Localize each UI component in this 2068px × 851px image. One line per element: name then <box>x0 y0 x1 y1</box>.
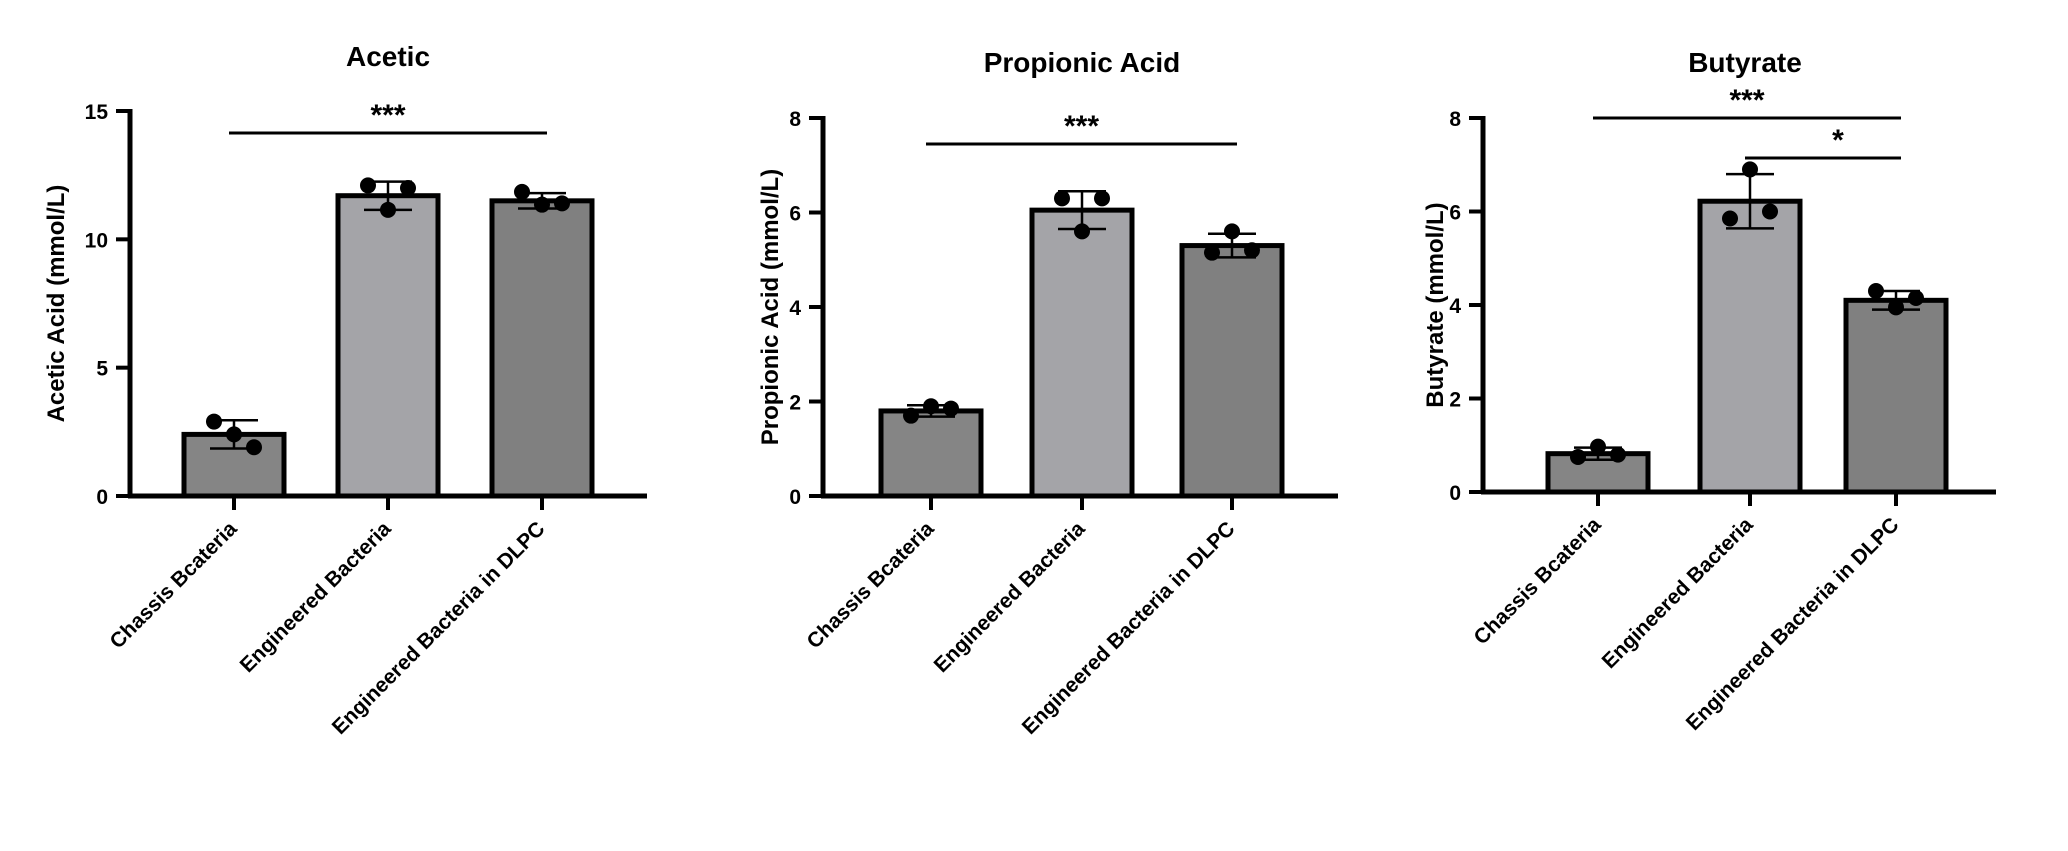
chart-title: Butyrate <box>1688 47 1802 78</box>
data-point <box>1204 244 1220 261</box>
data-point <box>1244 242 1260 259</box>
y-tick-label: 2 <box>789 392 801 415</box>
data-point <box>1868 282 1884 299</box>
x-tick-label: Chassis Bcateria <box>1470 513 1606 649</box>
data-point <box>1908 289 1924 306</box>
y-tick-label: 5 <box>96 358 108 381</box>
bar <box>1179 243 1285 499</box>
data-point <box>1094 190 1110 207</box>
data-point <box>923 398 939 415</box>
chart-panel: Acetic Acetic Acid (mmol/L) 0 5 10 15 Chassis … <box>43 41 647 739</box>
data-point <box>360 177 376 194</box>
x-tick-label: Chassis Bcateria <box>106 517 242 653</box>
y-tick-label: 8 <box>1449 108 1461 131</box>
data-point <box>1590 438 1606 455</box>
data-point <box>1762 203 1778 220</box>
data-point <box>1570 448 1586 465</box>
significance-label: *** <box>370 99 405 132</box>
y-tick-label: 2 <box>1449 389 1461 412</box>
bar <box>1029 207 1135 499</box>
x-tick-label: Engineered Bacteria <box>236 517 396 677</box>
chart-panel: Butyrate Butyrate (mmol/L) 0 2 4 6 8 Chassis Bc… <box>1422 47 1996 735</box>
data-point <box>1742 161 1758 178</box>
y-tick-label: 8 <box>789 108 801 131</box>
y-tick-label: 0 <box>96 486 108 509</box>
significance-label: *** <box>1729 84 1764 117</box>
data-point <box>1224 223 1240 240</box>
bar <box>1697 198 1803 495</box>
y-axis-label: Butyrate (mmol/L) <box>1422 202 1449 407</box>
data-point <box>1888 299 1904 316</box>
data-point <box>514 183 530 200</box>
chart-title: Propionic Acid <box>984 47 1181 78</box>
x-tick-label: Chassis Bcateria <box>803 517 939 653</box>
data-point <box>903 407 919 424</box>
significance-label: * <box>1832 124 1844 157</box>
x-tick-label: Engineered Bacteria <box>930 517 1090 677</box>
significance-label: *** <box>1064 110 1099 143</box>
data-point <box>246 439 262 456</box>
chart-panel: Propionic Acid Propionic Acid (mmol/L) 0 2 4… <box>757 47 1338 739</box>
y-tick-label: 15 <box>85 101 109 124</box>
y-tick-label: 6 <box>789 203 801 226</box>
y-tick-label: 4 <box>789 297 801 320</box>
bar <box>878 408 984 499</box>
y-tick-label: 0 <box>1449 482 1461 505</box>
y-tick-label: 4 <box>1449 295 1461 318</box>
data-point <box>943 400 959 417</box>
data-point <box>206 413 222 430</box>
bar <box>335 193 441 499</box>
data-point <box>1722 210 1738 227</box>
data-point <box>1074 223 1090 240</box>
data-point <box>1054 190 1070 207</box>
y-axis-label: Acetic Acid (mmol/L) <box>43 185 70 423</box>
y-tick-label: 10 <box>85 229 108 252</box>
data-point <box>554 195 570 212</box>
y-tick-label: 0 <box>789 486 801 509</box>
y-tick-label: 6 <box>1449 202 1461 225</box>
bar <box>1843 297 1949 495</box>
data-point <box>226 426 242 443</box>
data-point <box>534 196 550 213</box>
chart-title: Acetic <box>346 41 430 72</box>
data-point <box>380 201 396 218</box>
y-axis-label: Propionic Acid (mmol/L) <box>757 169 784 445</box>
data-point <box>1610 446 1626 463</box>
data-point <box>400 180 416 196</box>
bar <box>489 198 595 499</box>
x-tick-label: Engineered Bacteria <box>1598 513 1758 673</box>
